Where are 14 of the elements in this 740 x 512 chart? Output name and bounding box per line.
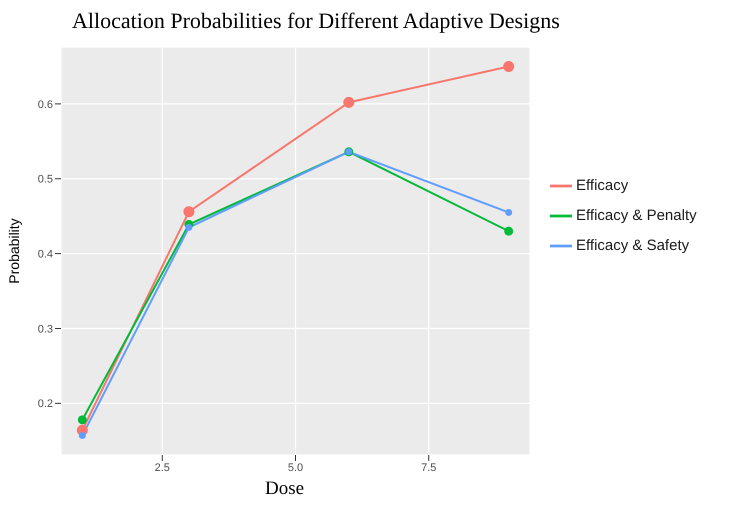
chart-title: Allocation Probabilities for Different Adaptive Designs [72,8,560,34]
y-tick-label: 0.2 [38,398,53,410]
y-axis-title: Probability [6,218,22,284]
y-tick-label: 0.3 [38,323,53,336]
legend-label: Efficacy & Safety [576,237,690,254]
y-tick-label: 0.6 [38,98,53,111]
x-tick-label: 2.5 [154,462,170,474]
y-tick-label: 0.5 [38,174,53,186]
legend-label: Efficacy & Penalty [576,207,697,224]
x-tick-label: 5.0 [288,462,304,474]
y-tick-label: 0.4 [38,248,53,261]
x-axis-title: Dose [265,478,304,500]
x-tick-label: 7.5 [421,462,436,474]
legend-label: Efficacy [576,177,628,194]
